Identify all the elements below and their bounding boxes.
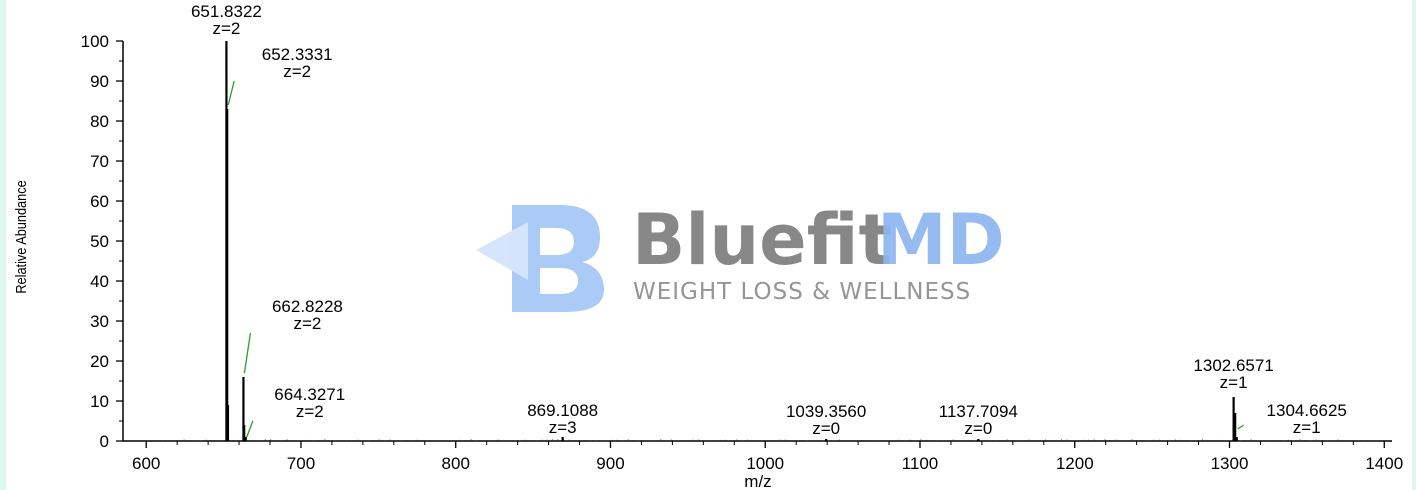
right-border-strip bbox=[1412, 0, 1416, 490]
peak-mz-label: 1304.6625 bbox=[1267, 401, 1347, 420]
peak-charge-label: z=2 bbox=[283, 62, 311, 81]
x-ticks: 600 700 800 900 1000 1100 1200 1300 1400 bbox=[132, 441, 1403, 473]
watermark-brand-part2: MD bbox=[877, 199, 1005, 281]
x-tick-label: 1100 bbox=[902, 454, 939, 473]
peak-mz-label: 1137.7094 bbox=[939, 402, 1018, 421]
x-tick-label: 1400 bbox=[1365, 454, 1403, 473]
peak-charge-label: z=2 bbox=[212, 19, 240, 38]
y-tick-label: 70 bbox=[90, 152, 109, 171]
isotope-marker bbox=[227, 80, 235, 106]
peak-mz-label: 652.3331 bbox=[262, 45, 333, 64]
y-tick-label: 90 bbox=[90, 72, 109, 91]
y-ticks: 0 10 20 30 40 50 60 70 80 90 100 bbox=[81, 32, 123, 451]
x-axis-title: m/z bbox=[744, 472, 771, 490]
peak-labels: 651.8322z=2652.3331z=2662.8228z=2664.327… bbox=[191, 2, 1347, 438]
x-tick-label: 800 bbox=[442, 454, 470, 473]
y-tick-label: 30 bbox=[90, 312, 109, 331]
x-tick-label: 700 bbox=[287, 454, 315, 473]
isotope-marker bbox=[243, 332, 252, 374]
y-tick-label: 80 bbox=[90, 112, 109, 131]
y-tick-label: 10 bbox=[90, 392, 109, 411]
peak-mz-label: 651.8322 bbox=[191, 2, 262, 21]
x-tick-label: 1200 bbox=[1056, 454, 1094, 473]
peak-charge-label: z=0 bbox=[812, 419, 840, 438]
x-tick-label: 1300 bbox=[1211, 454, 1249, 473]
peak-charge-label: z=2 bbox=[293, 314, 321, 333]
x-tick-label: 900 bbox=[596, 454, 624, 473]
y-tick-label: 20 bbox=[90, 352, 109, 371]
isotope-marker bbox=[246, 420, 254, 438]
watermark-tagline: WEIGHT LOSS & WELLNESS bbox=[633, 279, 971, 305]
peak-mz-label: 664.3271 bbox=[274, 385, 345, 404]
y-tick-label: 60 bbox=[90, 192, 109, 211]
peak-mz-label: 1039.3560 bbox=[786, 402, 866, 421]
y-tick-label: 40 bbox=[90, 272, 109, 291]
peak-charge-label: z=1 bbox=[1293, 418, 1321, 437]
y-tick-label: 100 bbox=[81, 32, 109, 51]
left-border-strip bbox=[0, 0, 6, 490]
peak-mz-label: 662.8228 bbox=[272, 297, 343, 316]
y-tick-label: 50 bbox=[90, 232, 109, 251]
isotope-marker bbox=[1237, 424, 1245, 430]
peak-bars bbox=[225, 41, 1245, 441]
bluefit-logo-icon bbox=[476, 205, 604, 312]
peak-mz-label: 869.1088 bbox=[527, 401, 598, 420]
peak-charge-label: z=3 bbox=[549, 418, 577, 437]
peak-charge-label: z=0 bbox=[964, 419, 992, 438]
peak-mz-label: 1302.6571 bbox=[1193, 356, 1273, 375]
y-axis-title: Relative Abundance bbox=[12, 180, 29, 294]
peak-charge-label: z=2 bbox=[296, 402, 324, 421]
y-tick-label: 0 bbox=[100, 432, 109, 451]
x-tick-label: 1000 bbox=[746, 454, 784, 473]
watermark-brand-part1: Bluefit bbox=[632, 199, 892, 281]
x-tick-label: 600 bbox=[132, 454, 160, 473]
peak-charge-label: z=1 bbox=[1220, 373, 1248, 392]
watermark: Bluefit MD WEIGHT LOSS & WELLNESS bbox=[476, 199, 1005, 312]
